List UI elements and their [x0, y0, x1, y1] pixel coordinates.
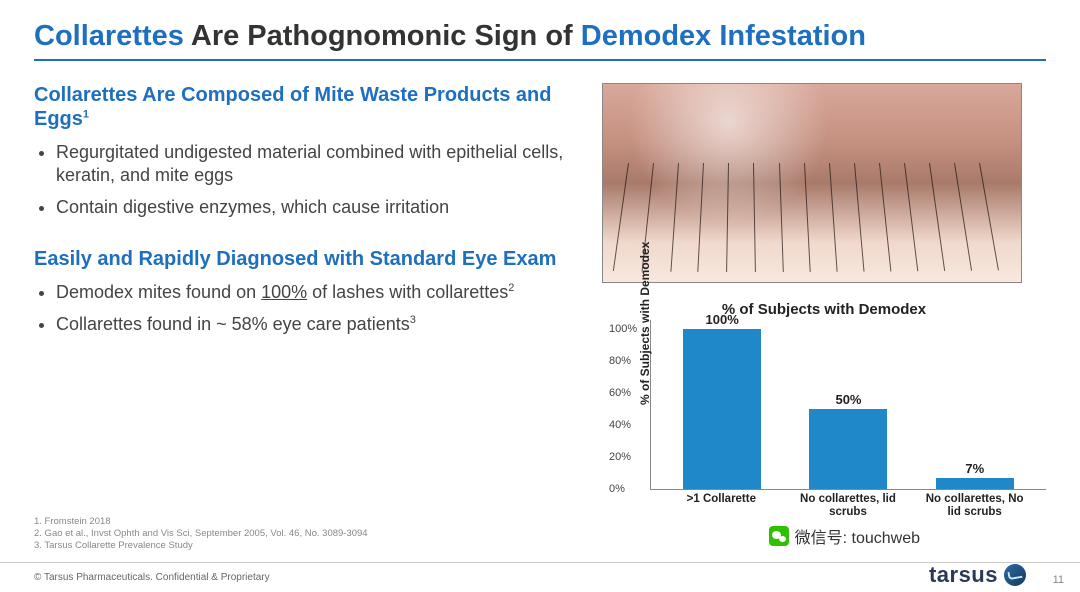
footnotes: 1. Fromstein 2018 2. Gao et al., Invst O…	[34, 516, 368, 552]
chart-ytick: 40%	[609, 419, 631, 431]
title-rule	[34, 59, 1046, 61]
composition-bullets: Regurgitated undigested material combine…	[34, 141, 574, 219]
footer: © Tarsus Pharmaceuticals. Confidential &…	[0, 562, 1080, 592]
footnote-2: 2. Gao et al., Invst Ophth and Vis Sci, …	[34, 528, 368, 540]
chart-wrap: % of Subjects with Demodex % of Subjects…	[602, 297, 1046, 518]
bullet-100pct-a: Demodex mites found on	[56, 282, 261, 302]
chart-ytick: 0%	[609, 483, 625, 495]
eyelash-photo	[602, 83, 1022, 283]
slide-title: Collarettes Are Pathognomonic Sign of De…	[34, 20, 1046, 53]
bullet-100pct-u: 100%	[261, 282, 307, 302]
chart-xlabel: >1 Collarette	[666, 490, 776, 518]
chart-bar	[936, 478, 1014, 489]
diagnosis-bullets: Demodex mites found on 100% of lashes wi…	[34, 281, 574, 336]
chart-bar-value: 50%	[835, 392, 861, 407]
chart-xlabel: No collarettes, lid scrubs	[793, 490, 903, 518]
chart-ytick: 60%	[609, 387, 631, 399]
chart-ytick: 80%	[609, 355, 631, 367]
copyright: © Tarsus Pharmaceuticals. Confidential &…	[34, 572, 270, 583]
chart-bar-value: 7%	[965, 461, 984, 476]
subhead-diagnosis: Easily and Rapidly Diagnosed with Standa…	[34, 247, 574, 271]
chart-bar-value: 100%	[706, 312, 739, 327]
subhead-composition-text: Collarettes Are Composed of Mite Waste P…	[34, 84, 552, 130]
subhead-composition: Collarettes Are Composed of Mite Waste P…	[34, 83, 574, 131]
chart-xlabels: >1 Collarette No collarettes, lid scrubs N…	[650, 490, 1046, 518]
subhead-composition-sup: 1	[83, 108, 89, 120]
bullet-58pct-text: Collarettes found in ~ 58% eye care pati…	[56, 314, 410, 334]
chart-bar-group: 100%	[667, 312, 777, 489]
slide: Collarettes Are Pathognomonic Sign of De…	[0, 0, 1080, 592]
right-column: % of Subjects with Demodex % of Subjects…	[602, 83, 1046, 518]
bullet-100pct-sup: 2	[508, 282, 514, 294]
tarsus-logo: tarsus	[929, 562, 1026, 588]
bullet-58pct-sup: 3	[410, 314, 416, 326]
bullet-enzymes: Contain digestive enzymes, which cause i…	[56, 196, 574, 219]
bullet-regurgitated: Regurgitated undigested material combine…	[56, 141, 574, 186]
columns: Collarettes Are Composed of Mite Waste P…	[34, 83, 1046, 518]
footnote-1: 1. Fromstein 2018	[34, 516, 368, 528]
wechat-watermark: 微信号: touchweb	[769, 524, 920, 548]
wechat-text: 微信号: touchweb	[795, 524, 920, 548]
bullet-100pct-b: of lashes with collarettes	[307, 282, 508, 302]
chart-bar	[683, 329, 761, 489]
chart-xlabel: No collarettes, No lid scrubs	[920, 490, 1030, 518]
demodex-chart: % of Subjects with Demodex 0%20%40%60%80…	[650, 320, 1046, 490]
wechat-icon	[769, 526, 789, 546]
chart-bar-group: 50%	[793, 392, 903, 489]
chart-ytick: 20%	[609, 451, 631, 463]
title-mid: Are Pathognomonic Sign of	[184, 20, 581, 52]
chart-bar	[809, 409, 887, 489]
bullet-58pct: Collarettes found in ~ 58% eye care pati…	[56, 313, 574, 336]
chart-ytick: 100%	[609, 323, 637, 335]
chart-ylabel: % of Subjects with Demodex	[638, 241, 652, 404]
chart-bar-group: 7%	[920, 461, 1030, 489]
title-accent-1: Collarettes	[34, 20, 184, 52]
left-column: Collarettes Are Composed of Mite Waste P…	[34, 83, 574, 518]
page-number: 11	[1053, 574, 1064, 586]
bullet-100pct: Demodex mites found on 100% of lashes wi…	[56, 281, 574, 304]
tarsus-logo-text: tarsus	[929, 562, 998, 588]
tarsus-logo-mark	[1004, 564, 1026, 586]
footnote-3: 3. Tarsus Collarette Prevalence Study	[34, 540, 368, 552]
title-accent-2: Demodex Infestation	[581, 20, 866, 52]
